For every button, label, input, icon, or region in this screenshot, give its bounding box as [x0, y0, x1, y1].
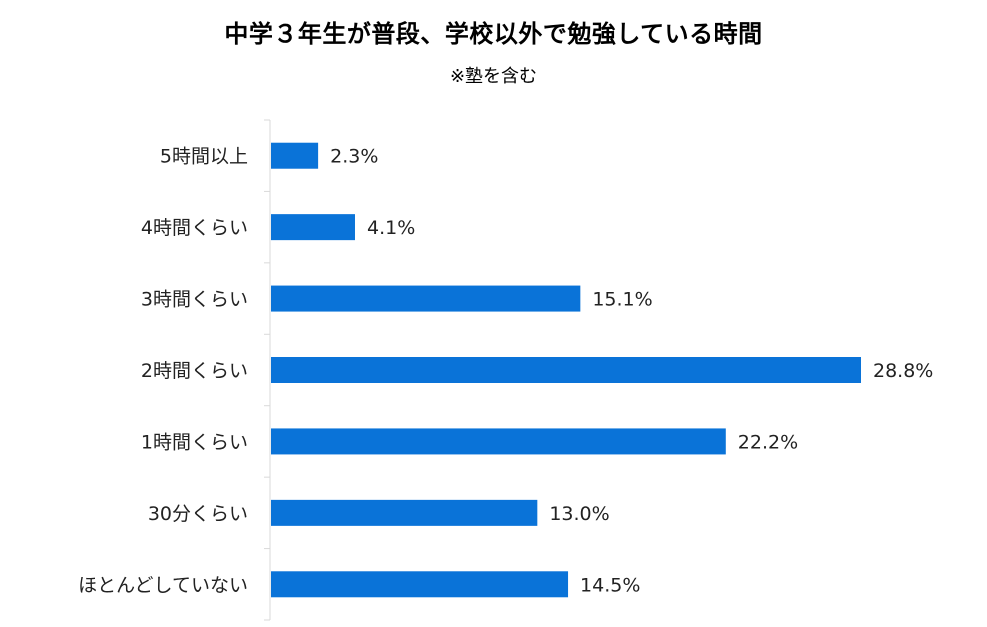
bar [271, 571, 569, 598]
bar [271, 285, 581, 312]
value-label: 2.3% [330, 146, 378, 168]
bar [271, 142, 319, 169]
value-label: 13.0% [549, 503, 609, 525]
category-label: 2時間くらい [141, 360, 248, 382]
chart-title: 中学３年生が普段、学校以外で勉強している時間 [224, 20, 763, 48]
bar [271, 357, 861, 383]
category-label: 5時間以上 [160, 146, 248, 168]
value-label: 28.8% [873, 360, 933, 382]
bar [271, 499, 538, 526]
category-label: 30分くらい [148, 503, 248, 525]
category-label: 1時間くらい [141, 431, 248, 453]
value-label: 4.1% [367, 217, 415, 239]
bar [271, 428, 726, 455]
category-label: 3時間くらい [141, 289, 248, 311]
value-label: 14.5% [580, 574, 640, 596]
value-label: 15.1% [592, 289, 652, 311]
category-label: ほとんどしていない [78, 574, 248, 596]
value-label: 22.2% [738, 431, 798, 453]
bar [271, 214, 355, 241]
chart-subtitle: ※塾を含む [449, 66, 538, 87]
category-label: 4時間くらい [141, 217, 248, 239]
